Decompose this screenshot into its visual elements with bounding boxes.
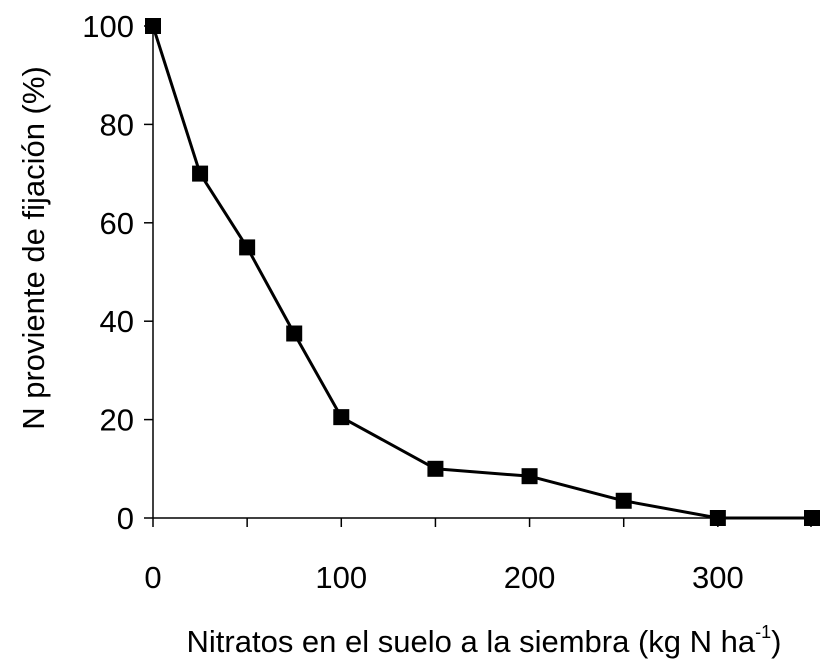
y-tick-label: 80 (100, 107, 134, 142)
data-point-marker (333, 409, 350, 426)
y-tick-label: 60 (100, 206, 134, 241)
data-point-marker (615, 492, 632, 509)
y-axis-title: N proviente de fijación (%) (16, 66, 51, 430)
data-point-marker (286, 325, 303, 342)
tick-labels: 0 20 40 60 80 100 0 100 200 300 (82, 9, 743, 595)
data-point-marker (239, 239, 256, 256)
data-point-marker (427, 460, 444, 477)
y-tick-label: 20 (100, 403, 134, 438)
x-tick-label: 0 (144, 560, 161, 595)
x-axis-title-superscript: -1 (755, 622, 771, 642)
x-tick-label: 100 (315, 560, 367, 595)
data-point-marker (521, 468, 538, 485)
y-tick-label: 40 (100, 304, 134, 339)
x-axis-title: Nitratos en el suelo a la siembra (kg N … (187, 622, 782, 659)
data-point-marker (145, 18, 161, 34)
data-point-marker (192, 165, 209, 182)
y-tick-label: 0 (117, 501, 134, 536)
data-point-marker (709, 510, 726, 526)
series-line-group (151, 25, 812, 520)
axis-ticks (144, 25, 812, 527)
data-point-marker (804, 510, 820, 526)
series-line (151, 25, 812, 520)
x-axis-title-main: Nitratos en el suelo a la siembra (kg N … (187, 624, 756, 659)
x-tick-label: 300 (692, 560, 744, 595)
axes (152, 26, 812, 519)
data-markers (145, 18, 820, 526)
x-tick-label: 200 (504, 560, 556, 595)
y-tick-label: 100 (82, 9, 134, 44)
x-axis-title-suffix: ) (771, 624, 781, 659)
